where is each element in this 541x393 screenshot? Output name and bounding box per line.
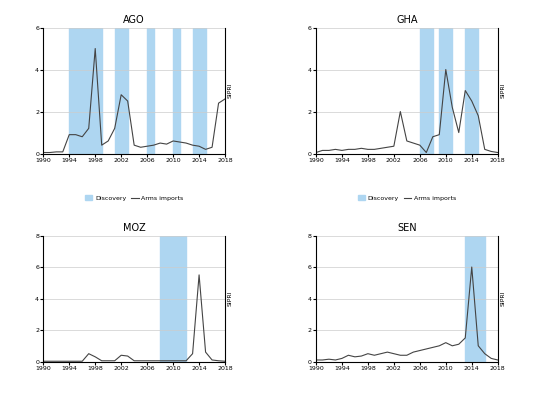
Bar	[115, 28, 128, 154]
Legend: Discovery, Arms imports: Discovery, Arms imports	[355, 193, 459, 204]
Bar	[69, 28, 102, 154]
Bar	[160, 235, 186, 362]
Y-axis label: SIPRI: SIPRI	[228, 291, 233, 306]
Title: MOZ: MOZ	[123, 223, 146, 233]
Y-axis label: SIPRI: SIPRI	[500, 83, 505, 98]
Title: SEN: SEN	[397, 223, 417, 233]
Y-axis label: SIPRI: SIPRI	[500, 291, 505, 306]
Y-axis label: SIPRI: SIPRI	[228, 83, 233, 98]
Title: AGO: AGO	[123, 15, 145, 25]
Title: GHA: GHA	[396, 15, 418, 25]
Bar	[420, 28, 433, 154]
Bar	[439, 28, 452, 154]
Legend: Discovery, Arms imports: Discovery, Arms imports	[82, 193, 186, 204]
Bar	[173, 28, 180, 154]
Bar	[193, 28, 206, 154]
Bar	[465, 235, 485, 362]
Bar	[147, 28, 154, 154]
Bar	[465, 28, 478, 154]
